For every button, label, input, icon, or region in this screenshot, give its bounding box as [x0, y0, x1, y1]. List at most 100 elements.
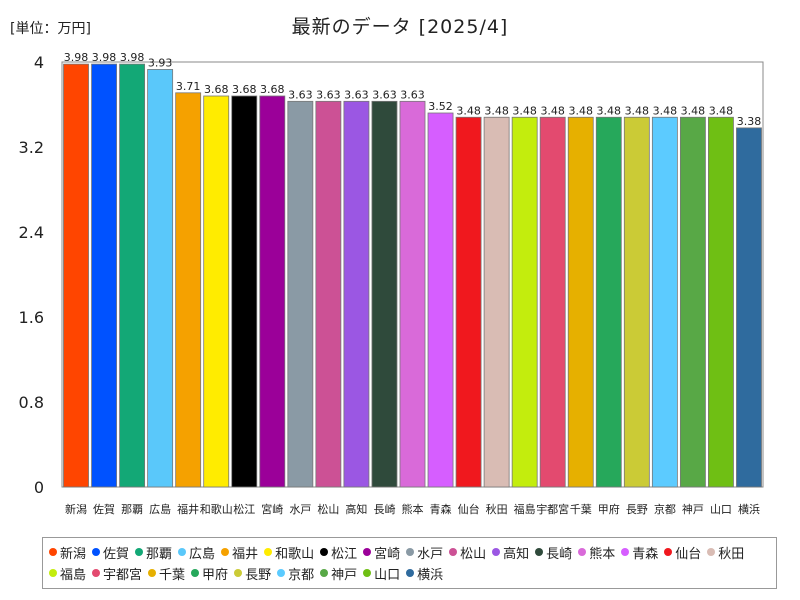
legend-swatch-icon [406, 548, 415, 556]
bar [679, 116, 706, 488]
legend-swatch-icon [320, 569, 329, 577]
legend-item: 神戸 [320, 564, 358, 583]
bar [483, 116, 510, 488]
legend-item: 宇都宮 [92, 564, 142, 583]
legend-item: 千葉 [148, 564, 185, 583]
legend-swatch-icon [49, 569, 57, 577]
legend-item: 熊本 [578, 543, 616, 562]
x-tick-label: 横浜 [738, 502, 760, 516]
legend-item: 長野 [234, 564, 272, 583]
bar [147, 69, 174, 488]
legend-label: 和歌山 [275, 546, 315, 562]
x-tick-label: 長崎 [373, 502, 395, 516]
x-tick-label: 仙台 [458, 502, 480, 516]
x-tick-label: 広島 [149, 502, 171, 516]
legend-label: 広島 [189, 546, 216, 562]
legend-swatch-icon [621, 548, 630, 556]
legend-swatch-icon [363, 569, 372, 577]
legend-swatch-icon [221, 548, 230, 556]
legend-swatch-icon [535, 548, 544, 556]
legend-label: 京都 [288, 567, 315, 583]
legend-label: 秋田 [718, 546, 745, 562]
legend-swatch-icon [264, 548, 273, 556]
chart-title: 最新のデータ [2025/4] [291, 16, 509, 38]
legend-label: 長崎 [546, 546, 573, 562]
x-tick-label: 熊本 [402, 502, 424, 516]
legend-swatch-icon [191, 569, 200, 577]
legend-swatch-icon [492, 548, 501, 556]
data-label: 3.48 [456, 104, 481, 117]
data-label: 3.68 [204, 83, 229, 96]
data-label: 3.48 [512, 104, 537, 117]
legend-label: 熊本 [589, 546, 616, 562]
legend-label: 山口 [374, 567, 401, 583]
legend-label: 長野 [245, 567, 272, 583]
bar [371, 100, 398, 488]
x-tick-label: 新潟 [65, 502, 87, 516]
bar [259, 95, 286, 488]
data-label: 3.63 [344, 88, 369, 101]
y-tick-label: 1.6 [19, 308, 44, 327]
data-label: 3.68 [232, 83, 257, 96]
bar [736, 127, 762, 488]
data-label: 3.48 [681, 104, 706, 117]
x-tick-label: 京都 [654, 502, 676, 516]
bar [427, 112, 454, 488]
legend-swatch-icon [135, 548, 144, 556]
legend-item: 宮崎 [363, 543, 401, 562]
legend-swatch-icon [664, 548, 673, 556]
bar [539, 116, 566, 488]
legend-label: 甲府 [202, 567, 229, 583]
legend-label: 松江 [331, 546, 358, 562]
x-tick-label: 松江 [233, 502, 255, 516]
legend-item: 福島 [49, 564, 87, 583]
legend-swatch-icon [92, 569, 101, 577]
legend-item: 山口 [363, 564, 401, 583]
legend-swatch-icon [363, 548, 372, 556]
legend-label: 高知 [503, 546, 530, 562]
legend-item: 高知 [492, 543, 530, 562]
bar [315, 100, 342, 488]
data-label: 3.48 [540, 104, 565, 117]
legend-label: 宮崎 [374, 546, 401, 562]
data-label: 3.63 [372, 88, 397, 101]
legend-item: 長崎 [535, 543, 573, 562]
bar [203, 95, 230, 488]
data-label: 3.48 [653, 104, 678, 117]
legend-label: 仙台 [675, 546, 702, 562]
legend-item: 仙台 [664, 543, 702, 562]
legend-swatch-icon [277, 569, 286, 577]
x-tick-label: 千葉 [570, 502, 592, 516]
legend-swatch-icon [707, 548, 716, 556]
legend-label: 神戸 [331, 567, 358, 583]
legend-item: 京都 [277, 564, 315, 583]
legend-label: 福島 [60, 567, 87, 583]
data-label: 3.63 [288, 88, 313, 101]
x-tick-label: 和歌山 [200, 502, 233, 516]
legend-swatch-icon [578, 548, 587, 556]
legend-swatch-icon [234, 569, 243, 577]
x-tick-label: 長野 [626, 503, 648, 516]
y-tick-label: 4 [34, 53, 44, 72]
data-label: 3.38 [737, 115, 762, 128]
bar [651, 116, 678, 488]
bar [455, 116, 482, 488]
x-tick-label: 水戸 [289, 503, 311, 516]
data-label: 3.63 [400, 88, 425, 101]
y-tick-label: 2.4 [19, 223, 44, 242]
x-tick-label: 福島 [514, 502, 536, 516]
legend-item: 松山 [449, 543, 486, 562]
bar [91, 63, 117, 488]
bar [511, 116, 538, 488]
legend-swatch-icon [320, 548, 329, 556]
legend-swatch-icon [449, 548, 458, 556]
legend-item: 秋田 [707, 543, 745, 562]
legend-label: 新潟 [60, 546, 87, 562]
legend-swatch-icon [49, 548, 57, 556]
chart-legend: 新潟 佐賀 那覇 広島 福井 和歌山 松江 宮崎 水戸 松山 高知 長崎 熊本 青森 仙台 秋田 福島 宇都宮 千葉… [42, 537, 777, 589]
legend-swatch-icon [148, 569, 157, 577]
x-tick-label: 甲府 [598, 502, 620, 516]
y-tick-label: 0 [34, 478, 44, 497]
unit-label: [単位：万円] [10, 21, 91, 37]
